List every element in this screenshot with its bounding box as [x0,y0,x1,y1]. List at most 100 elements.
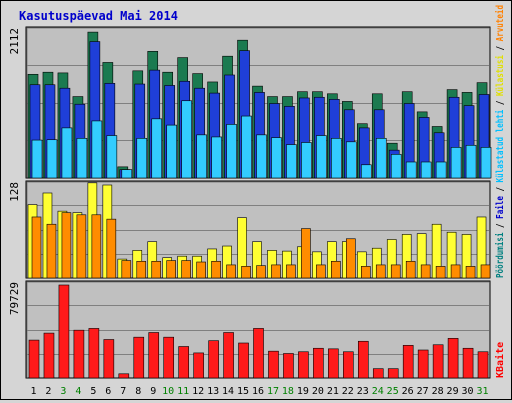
site-bar [301,228,311,279]
y-max-label: 128 [8,182,21,202]
day-label: 19 [297,386,309,397]
day-label: 10 [162,386,174,397]
day-label: 1 [30,386,36,397]
page-bar [211,136,222,179]
site-bar [405,260,416,279]
legend-separator: / [495,41,506,55]
day-label: 6 [105,386,111,397]
page-bar [136,138,148,179]
page-bar [375,138,387,179]
kbyte-bar [28,339,40,379]
page-bar [286,144,297,179]
site-bar [256,265,266,279]
day-label: 31 [476,386,488,397]
site-bar [31,216,42,279]
kbyte-bar [148,332,160,379]
page-bar [91,120,103,179]
day-label: 3 [60,386,66,397]
kbyte-bar [343,351,354,379]
day-label: 29 [447,386,459,397]
site-bar [450,264,461,279]
page-bar [151,118,163,179]
site-bar [121,260,132,279]
day-label: 24 [372,386,384,397]
page-bar [181,100,192,179]
day-label: 25 [387,386,399,397]
kbyte-bar [268,350,279,379]
kbyte-bar [193,352,204,379]
kbyte-bar [313,347,324,379]
day-label: 28 [432,386,444,397]
day-label: 5 [90,386,96,397]
site-bar [136,260,147,279]
day-label: 26 [402,386,414,397]
kbyte-bar [298,351,309,379]
site-bar [360,266,371,279]
page-bar [196,134,207,179]
chart-title: Kasutuspäevad Mai 2014 [19,9,178,23]
page-bar [390,154,402,179]
kbyte-bar [223,332,234,379]
day-label: 8 [135,386,141,397]
site-bar [166,260,177,279]
kbyte-bar [372,368,384,379]
legend-separator: / [495,219,506,233]
site-bar [331,260,341,279]
day-label: 27 [417,386,429,397]
legend-entry: Faile [494,196,506,219]
day-label: 11 [177,386,189,397]
page-bar [76,138,88,179]
kbyte-bar [432,344,444,379]
site-bar [106,218,117,279]
kbyte-bar [133,336,145,379]
page-bar [360,164,372,179]
day-label: 22 [342,386,354,397]
page-bar [331,138,342,179]
day-label: 9 [150,386,156,397]
site-bar [61,212,72,279]
site-bar [151,260,162,279]
kbyte-bar [43,332,55,379]
kbyte-bar [387,368,399,379]
kbyte-bar [417,349,429,379]
site-bar [286,264,296,279]
kbyte-bar [462,347,474,379]
site-bar [46,223,57,279]
page-bar [405,161,417,179]
legend-bottom: KBaite [494,342,506,378]
site-bar [435,266,446,279]
day-label: 30 [462,386,474,397]
kbyte-bar [58,284,70,379]
legend-entry: KBaite [494,342,506,378]
y-max-label: 79729 [8,282,21,315]
page-bar [420,161,432,179]
day-label: 15 [237,386,249,397]
page-bar [316,135,327,179]
kbyte-bar [103,339,115,379]
page-bar [256,134,267,179]
page-bar [241,115,252,179]
day-label: 4 [75,386,81,397]
kbyte-bar [357,340,369,379]
legend-top-middle: Pöördumisi / Faile / Külastatud lehti / … [494,5,506,278]
site-bar [241,266,251,279]
page-bar [121,169,133,179]
kbyte-bar [88,328,100,379]
day-label: 14 [222,386,234,397]
legend-entry: Arvuteid [494,5,506,41]
site-bar [480,264,491,279]
page-bar [31,139,43,179]
kbyte-bar [253,328,264,379]
day-label: 17 [267,386,279,397]
site-bar [420,264,431,279]
legend-separator: / [495,96,506,110]
kbyte-bar [238,342,249,379]
day-label: 7 [120,386,126,397]
page-bar [301,142,312,179]
kbyte-bar [73,329,85,379]
kbyte-bar [178,346,189,379]
page-bar [271,137,282,179]
site-bar [316,264,326,279]
legend-separator: / [495,182,506,196]
